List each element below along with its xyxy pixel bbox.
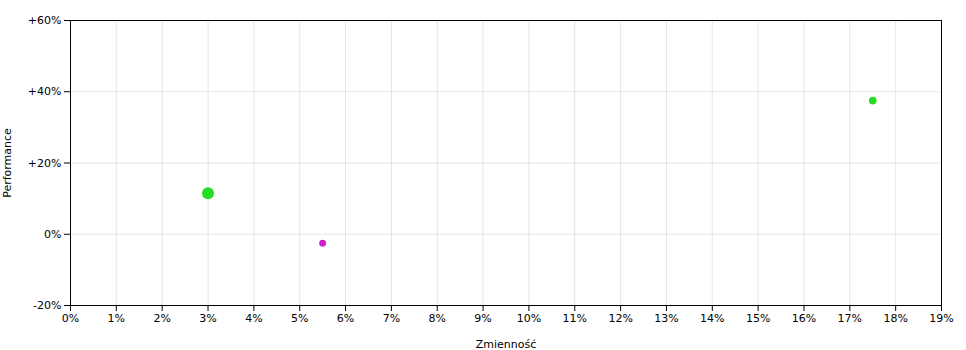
svg-text:6%: 6% xyxy=(337,312,354,325)
svg-text:14%: 14% xyxy=(700,312,724,325)
svg-text:8%: 8% xyxy=(429,312,446,325)
svg-text:+20%: +20% xyxy=(28,157,62,170)
svg-text:16%: 16% xyxy=(792,312,816,325)
svg-text:0%: 0% xyxy=(62,312,79,325)
svg-text:18%: 18% xyxy=(883,312,907,325)
svg-text:0%: 0% xyxy=(44,228,61,241)
svg-text:9%: 9% xyxy=(474,312,491,325)
svg-text:-20%: -20% xyxy=(33,299,61,312)
svg-text:11%: 11% xyxy=(563,312,587,325)
svg-text:1%: 1% xyxy=(108,312,125,325)
svg-text:2%: 2% xyxy=(153,312,170,325)
svg-text:+60%: +60% xyxy=(28,14,62,27)
svg-text:+40%: +40% xyxy=(28,85,62,98)
svg-text:Zmienność: Zmienność xyxy=(476,338,537,350)
svg-text:10%: 10% xyxy=(517,312,541,325)
svg-text:Performance: Performance xyxy=(1,128,14,198)
svg-text:12%: 12% xyxy=(608,312,632,325)
svg-text:19%: 19% xyxy=(929,312,953,325)
svg-text:15%: 15% xyxy=(746,312,770,325)
svg-text:4%: 4% xyxy=(245,312,262,325)
svg-text:17%: 17% xyxy=(838,312,862,325)
svg-text:7%: 7% xyxy=(383,312,400,325)
svg-text:5%: 5% xyxy=(291,312,308,325)
svg-text:3%: 3% xyxy=(199,312,216,325)
svg-text:13%: 13% xyxy=(654,312,678,325)
